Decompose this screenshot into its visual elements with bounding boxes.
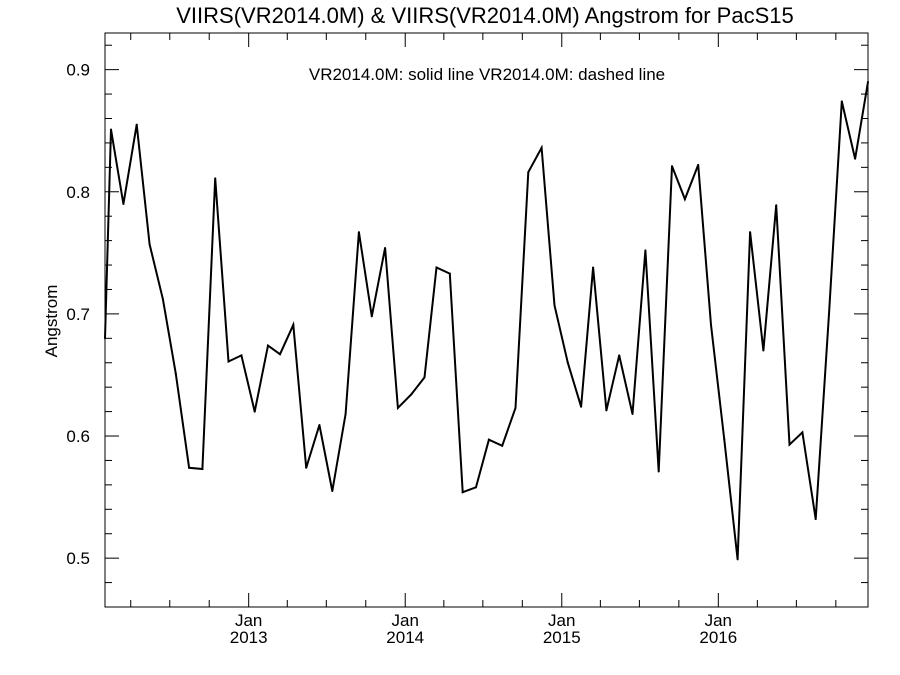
data-point [214,177,217,180]
data-point [801,431,804,434]
data-point [553,304,556,307]
data-point [331,489,334,492]
data-point [697,163,700,166]
data-point [227,360,230,363]
x-tick-label-month: Jan [548,611,575,630]
data-point [461,491,464,494]
data-point [370,315,373,318]
data-point [566,361,569,364]
data-point [683,198,686,201]
data-point [540,146,543,149]
y-tick-label: 0.7 [66,305,90,324]
data-point [723,438,726,441]
data-point [110,128,113,131]
data-point [580,405,583,408]
data-point [736,558,739,561]
data-point [592,266,595,269]
data-point [631,413,634,416]
data-point [487,438,490,441]
data-point [292,323,295,326]
data-point [384,246,387,249]
data-point [618,354,621,357]
data-point [867,80,869,83]
data-point [710,323,713,326]
data-point [749,231,752,234]
x-tick-label-year: 2013 [230,628,268,647]
data-point [278,353,281,356]
x-tick-label-year: 2014 [386,628,424,647]
data-point [410,393,413,396]
data-point [344,413,347,416]
chart-legend-note: VR2014.0M: solid line VR2014.0M: dashed … [309,65,665,84]
data-point [814,518,817,521]
x-tick-label-month: Jan [235,611,262,630]
data-point [174,372,177,375]
data-point [188,466,191,469]
series-group [104,80,869,561]
data-point [161,298,164,301]
x-tick-label-month: Jan [392,611,419,630]
data-point [357,231,360,234]
y-tick-label: 0.8 [66,183,90,202]
data-point [435,266,438,269]
data-point [148,243,151,246]
data-point [775,204,778,207]
data-point [240,354,243,357]
series-line-1 [104,81,869,560]
data-point [854,157,857,160]
y-tick-label: 0.5 [66,549,90,568]
data-point [104,337,106,340]
data-point [423,376,426,379]
data-point [253,410,256,413]
data-point [305,466,308,469]
data-point [266,344,269,347]
data-point [501,444,504,447]
y-axis: 0.5 0.6 0.7 0.8 0.9 [66,44,868,608]
data-point [201,467,204,470]
data-point [827,312,830,315]
x-tick-label-year: 2016 [699,628,737,647]
plot-frame [104,32,869,608]
data-point [644,249,647,252]
data-point [396,406,399,409]
chart-title: VIIRS(VR2014.0M) & VIIRS(VR2014.0M) Angs… [176,3,793,28]
data-point [605,409,608,412]
data-point [788,443,791,446]
data-point [135,123,138,126]
y-axis-label: Angstrom [42,285,61,358]
y-tick-label: 0.9 [66,61,90,80]
data-point [474,486,477,489]
data-point [670,165,673,168]
data-point [840,100,843,103]
data-point [527,171,530,174]
data-point [514,406,517,409]
x-tick-label-month: Jan [705,611,732,630]
data-point [657,470,660,473]
y-tick-label: 0.6 [66,427,90,446]
data-point [318,424,321,427]
data-point [762,349,765,352]
data-point [448,272,451,275]
x-tick-label-year: 2015 [543,628,581,647]
data-point [122,202,125,205]
